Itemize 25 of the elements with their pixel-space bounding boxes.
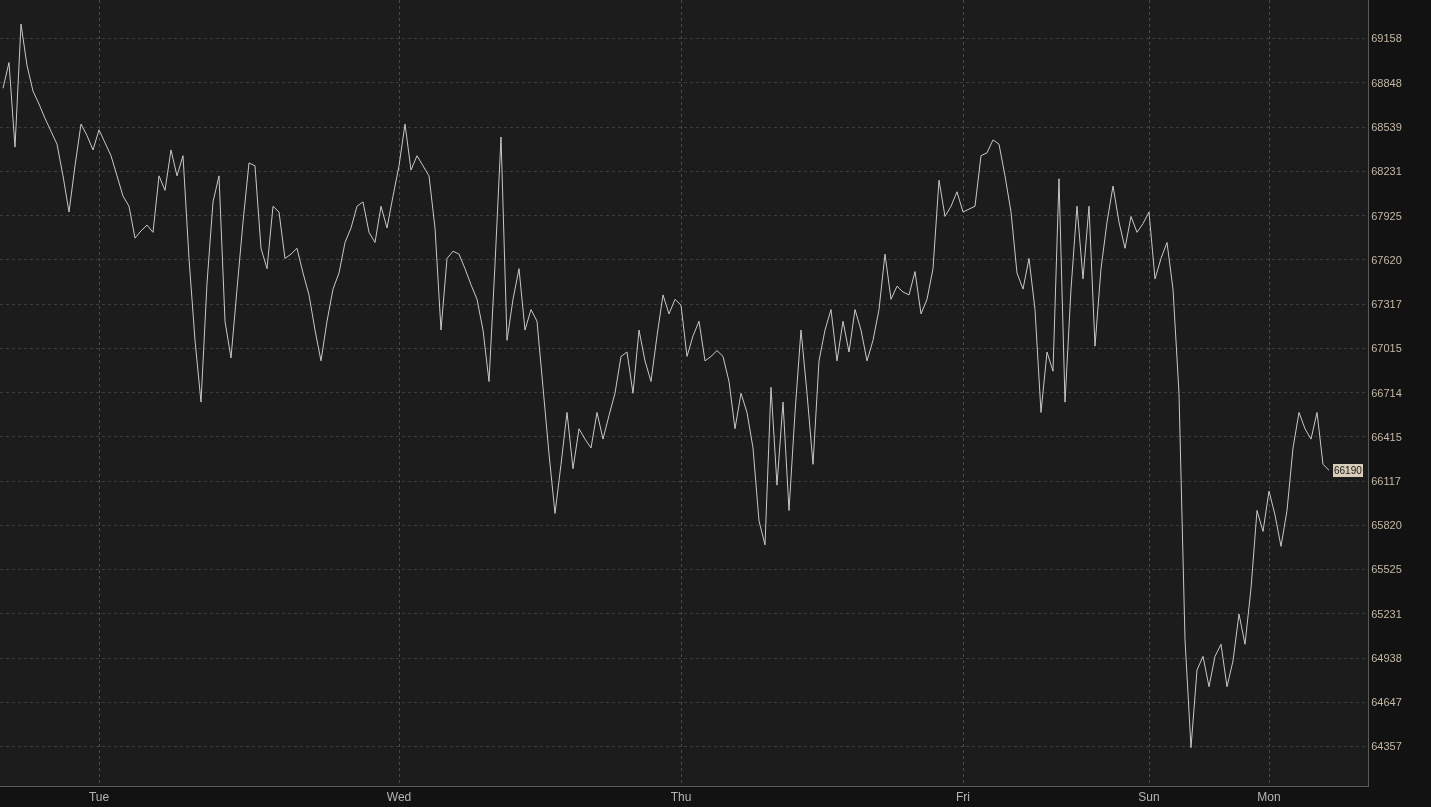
y-tick-label: 67317	[1371, 297, 1402, 310]
y-tick-label: 67620	[1371, 253, 1402, 266]
y-tick-label: 68231	[1371, 165, 1402, 178]
x-tick-label: Sun	[1138, 790, 1160, 805]
y-tick-label: 65525	[1371, 563, 1402, 576]
y-tick-label: 67015	[1371, 342, 1402, 355]
x-tick-label: Wed	[386, 790, 412, 805]
y-tick-label: 64938	[1371, 652, 1402, 665]
y-tick-label: 66415	[1371, 430, 1402, 443]
y-tick-label: 66714	[1371, 386, 1402, 399]
y-tick-label: 69158	[1371, 32, 1402, 45]
x-tick-label: Tue	[88, 790, 110, 805]
y-tick-label: 68539	[1371, 120, 1402, 133]
x-tick-label: Thu	[670, 790, 692, 805]
y-tick-label: 65231	[1371, 607, 1402, 620]
y-tick-label: 66117	[1371, 474, 1401, 487]
y-tick-label: 64647	[1371, 696, 1402, 709]
y-tick-label: 67925	[1371, 209, 1402, 222]
y-tick-label: 65820	[1371, 519, 1402, 532]
x-tick-label: Mon	[1257, 790, 1281, 805]
x-tick-label: Fri	[956, 790, 970, 805]
data-label: 66190	[1334, 465, 1363, 476]
y-tick-label: 68848	[1371, 76, 1402, 89]
line-series	[2, 23, 1330, 749]
y-tick-label: 64357	[1371, 740, 1402, 753]
